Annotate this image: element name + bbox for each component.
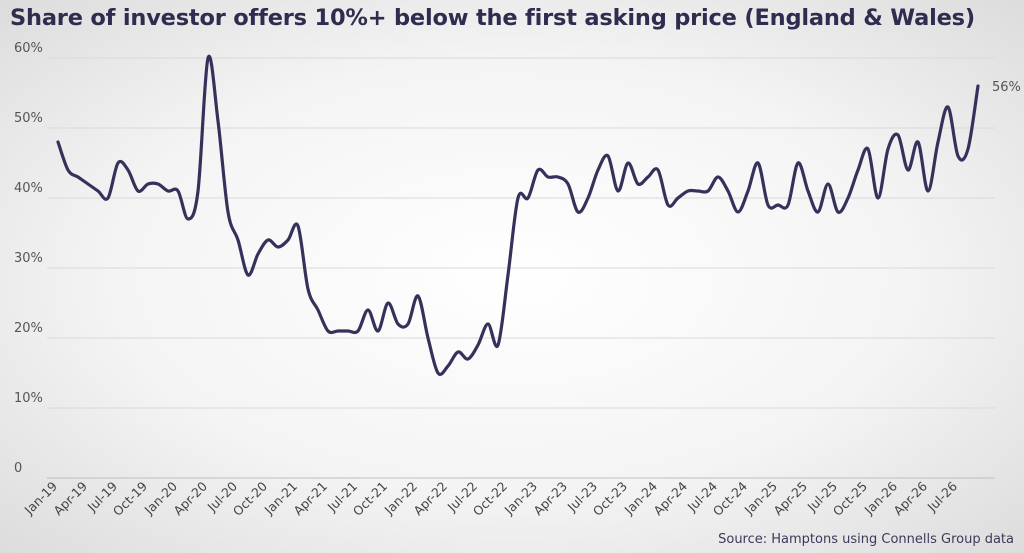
chart-title: Share of investor offers 10%+ below the … [10, 5, 975, 31]
source-note: Source: Hamptons using Connells Group da… [718, 532, 1014, 547]
y-tick-label: 0 [14, 461, 22, 476]
y-tick-label: 30% [14, 251, 43, 266]
x-axis-ticks: Jan-19Apr-19Jul-19Oct-19Jan-20Apr-20Jul-… [21, 478, 960, 518]
y-tick-label: 20% [14, 321, 43, 336]
x-tick-label: Jul-26 [924, 478, 960, 514]
x-tick-label: Oct-19 [110, 478, 150, 518]
x-tick-label: Apr-23 [530, 479, 570, 519]
y-axis-ticks: 0 10% 20% 30% 40% 50% 60% [14, 41, 43, 476]
x-tick-label: Apr-22 [410, 479, 450, 519]
x-tick-label: Oct-20 [230, 478, 270, 518]
x-tick-label: Apr-24 [650, 478, 690, 518]
y-tick-label: 10% [14, 391, 43, 406]
series-line [56, 54, 980, 376]
y-tick-label: 40% [14, 181, 43, 196]
x-tick-label: Apr-21 [290, 479, 330, 519]
x-tick-label: Oct-24 [710, 478, 750, 518]
x-tick-label: Oct-22 [470, 479, 510, 519]
grid-layer [47, 57, 995, 479]
x-tick-label: Apr-26 [890, 478, 930, 518]
x-tick-label: Oct-21 [350, 479, 390, 519]
end-value-label: 56% [992, 80, 1021, 95]
x-tick-label: Apr-19 [50, 478, 90, 518]
y-tick-label: 50% [14, 111, 43, 126]
y-tick-label: 60% [14, 41, 43, 56]
x-tick-label: Apr-20 [170, 478, 210, 518]
x-tick-label: Oct-23 [590, 479, 630, 519]
x-tick-label: Oct-25 [830, 479, 870, 519]
series-layer: 56% [56, 54, 1021, 376]
x-tick-label: Apr-25 [770, 479, 810, 519]
